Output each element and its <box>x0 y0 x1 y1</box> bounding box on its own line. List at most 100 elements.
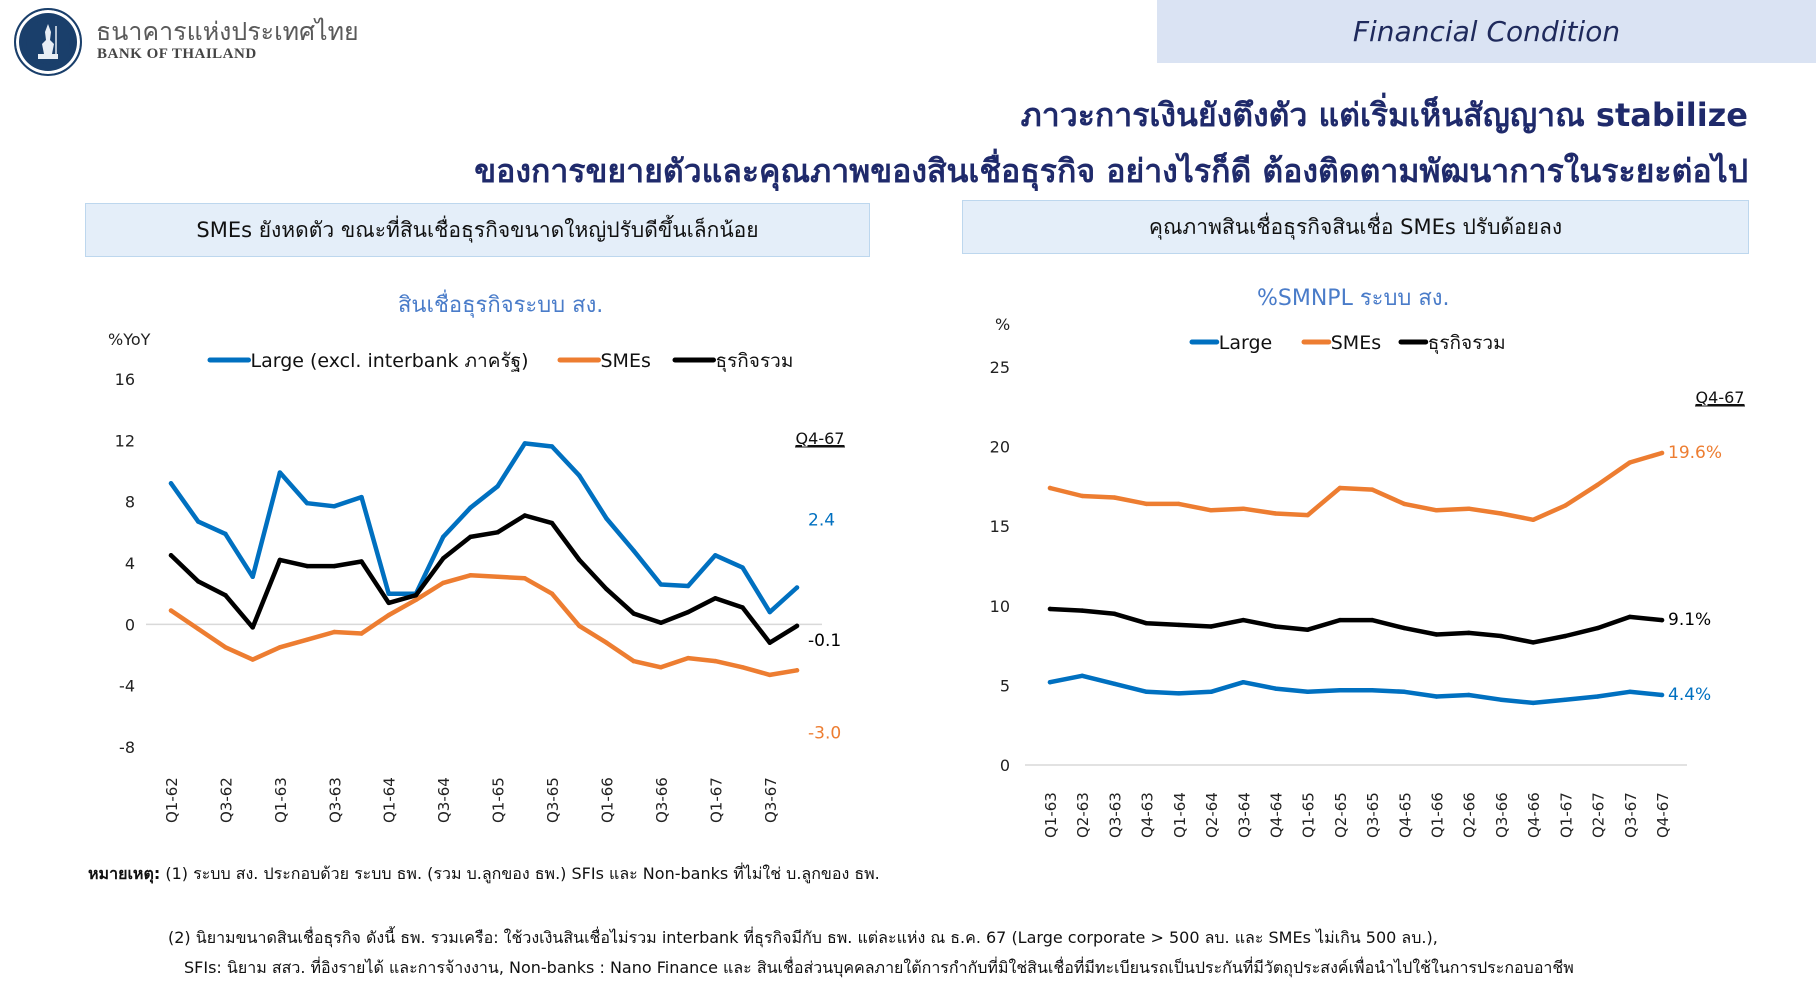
chart-1-x-tick-label: Q3-65 <box>1364 792 1382 838</box>
chart-0-point-large <box>713 553 718 558</box>
chart-0-point-total <box>577 557 582 563</box>
chart-1-point-smes <box>1402 501 1407 507</box>
chart-0-point-smes <box>767 672 772 678</box>
chart-1-x-tick-label: Q2-65 <box>1332 792 1350 838</box>
chart-0-point-large <box>168 481 174 486</box>
chart-1-point-large <box>1627 689 1632 694</box>
chart-0-point-total <box>440 556 446 561</box>
chart-1-point-smes <box>1080 493 1085 499</box>
footnote-label: หมายเหตุ: <box>88 864 161 883</box>
headline-line-2: ของการขยายตัวและคุณภาพของสินเชื่อธุรกิจ … <box>474 152 1748 190</box>
right-panel-subtitle: คุณภาพสินเชื่อธุรกิจสินเชื่อ SMEs ปรับด้… <box>962 200 1749 254</box>
chart-0-point-smes <box>604 640 609 645</box>
chart-1-point-large <box>1563 697 1568 702</box>
chart-0-point-large <box>332 504 337 509</box>
chart-1-end-label-large: 4.4% <box>1668 685 1711 705</box>
chart-1-point-smes <box>1595 482 1600 488</box>
chart-0-x-tick-label: Q1-66 <box>598 777 616 823</box>
chart-0-point-smes <box>468 573 473 578</box>
chart-0-legend-label-smes: SMEs <box>601 350 651 372</box>
chart-0-point-smes <box>277 645 283 650</box>
chart-1-point-large <box>1080 673 1085 679</box>
bank-name-english: BANK OF THAILAND <box>97 46 257 62</box>
chart-0-point-total <box>631 611 636 616</box>
chart-0-point-total <box>794 623 800 629</box>
left-panel-subtitle: SMEs ยังหดตัว ขณะที่สินเชื่อธุรกิจขนาดให… <box>85 203 870 257</box>
chart-1-point-large <box>1273 686 1278 691</box>
chart-1-x-tick-label: Q1-67 <box>1557 792 1575 838</box>
chart-0-x-tick-label: Q3-65 <box>544 777 562 823</box>
chart-1-legend-label-total: ธุรกิจรวม <box>1428 332 1506 355</box>
chart-1-point-smes <box>1434 508 1439 513</box>
chart-0-x-tick-label: Q3-63 <box>326 777 344 823</box>
chart-1-point-smes <box>1273 511 1278 516</box>
chart-1-point-smes <box>1144 501 1149 507</box>
chart-1-point-smes <box>1208 508 1214 513</box>
footnote-3: SFIs: นิยาม สสว. ที่อิงรายได้ และการจ้าง… <box>184 958 1574 977</box>
chart-0-point-total <box>740 605 745 610</box>
chart-1-point-total <box>1144 621 1149 626</box>
chart-1-point-smes <box>1176 501 1182 507</box>
footnote-2: (2) นิยามขนาดสินเชื่อธุรกิจ ดังนี้ ธพ. ร… <box>168 928 1438 947</box>
chart-0-legend-label-large: Large (excl. interbank ภาครัฐ) <box>251 350 529 372</box>
chart-1-point-smes <box>1530 517 1536 523</box>
chart-0-point-total <box>495 530 500 535</box>
chart-1-x-tick-label: Q3-66 <box>1493 792 1511 838</box>
chart-1-x-tick-label: Q1-65 <box>1300 792 1318 838</box>
chart-1-point-total <box>1563 633 1568 639</box>
chart-1-point-total <box>1530 640 1536 645</box>
chart-1-point-large <box>1305 689 1310 694</box>
chart-0-point-smes <box>359 631 364 636</box>
chart-0-point-smes <box>168 608 174 613</box>
chart-0-y-tick-label: 0 <box>125 615 135 634</box>
chart-0-point-total <box>359 559 364 564</box>
chart-0-x-tick-label: Q1-62 <box>163 777 181 823</box>
chart-0-point-smes <box>332 629 337 635</box>
chart-0-point-smes <box>522 576 528 581</box>
chart-1-point-total <box>1305 627 1310 632</box>
chart-0-x-tick-label: Q1-64 <box>381 777 399 823</box>
chart-1-y-tick-label: 0 <box>1000 756 1010 775</box>
chart-0-point-large <box>196 519 201 524</box>
chart-0-series-smes <box>168 573 800 678</box>
chart-1-point-large <box>1498 697 1504 702</box>
chart-0-point-large <box>767 609 772 615</box>
chart-1-end-label-total: 9.1% <box>1668 610 1711 630</box>
chart-1-point-large <box>1047 680 1053 685</box>
chart-0-point-total <box>277 557 283 563</box>
chart-0-annotation: Q4-67 <box>796 429 845 448</box>
footnote-1: หมายเหตุ: (1) ระบบ สง. ประกอบด้วย ระบบ ธ… <box>88 862 880 887</box>
chart-0-point-smes <box>685 655 691 661</box>
chart-1-point-total <box>1627 614 1632 620</box>
chart-1-point-large <box>1208 689 1214 694</box>
chart-1-series-smes <box>1047 450 1665 523</box>
chart-1-x-tick-label: Q1-64 <box>1171 792 1189 838</box>
chart-1-point-total <box>1595 625 1600 631</box>
chart-1-point-smes <box>1241 506 1246 511</box>
chart-0-point-smes <box>386 612 391 618</box>
chart-0-y-tick-label: -4 <box>119 677 135 696</box>
chart-1-end-label-smes: 19.6% <box>1668 443 1722 463</box>
chart-0-x-tick-label: Q1-63 <box>272 777 290 823</box>
chart-0-point-large <box>495 484 500 489</box>
chart-0-point-smes <box>658 665 664 670</box>
chart-0-point-large <box>304 501 310 506</box>
chart-0-point-total <box>386 600 391 606</box>
chart-0-point-large <box>604 516 609 521</box>
section-tag-label: Financial Condition <box>1352 15 1621 48</box>
chart-0-point-smes <box>713 658 718 664</box>
footnote-1-text: (1) ระบบ สง. ประกอบด้วย ระบบ ธพ. (รวม บ.… <box>165 864 880 883</box>
chart-0-y-tick-label: 8 <box>125 493 135 512</box>
chart-0-point-large <box>386 591 391 596</box>
chart-0-y-tick-label: 16 <box>115 370 135 389</box>
chart-0-point-large <box>631 548 636 553</box>
chart-0-point-total <box>332 563 337 569</box>
chart-1-y-tick-label: 15 <box>990 517 1010 536</box>
chart-0-point-large <box>522 441 528 446</box>
chart-1-point-smes <box>1047 485 1053 491</box>
chart-0-point-total <box>168 553 174 558</box>
chart-1-y-tick-label: 20 <box>990 438 1010 457</box>
chart-0-legend-label-total: ธุรกิจรวม <box>716 350 794 373</box>
bank-name-thai: ธนาคารแห่งประเทศไทย <box>96 17 359 46</box>
chart-0-point-total <box>767 640 772 645</box>
